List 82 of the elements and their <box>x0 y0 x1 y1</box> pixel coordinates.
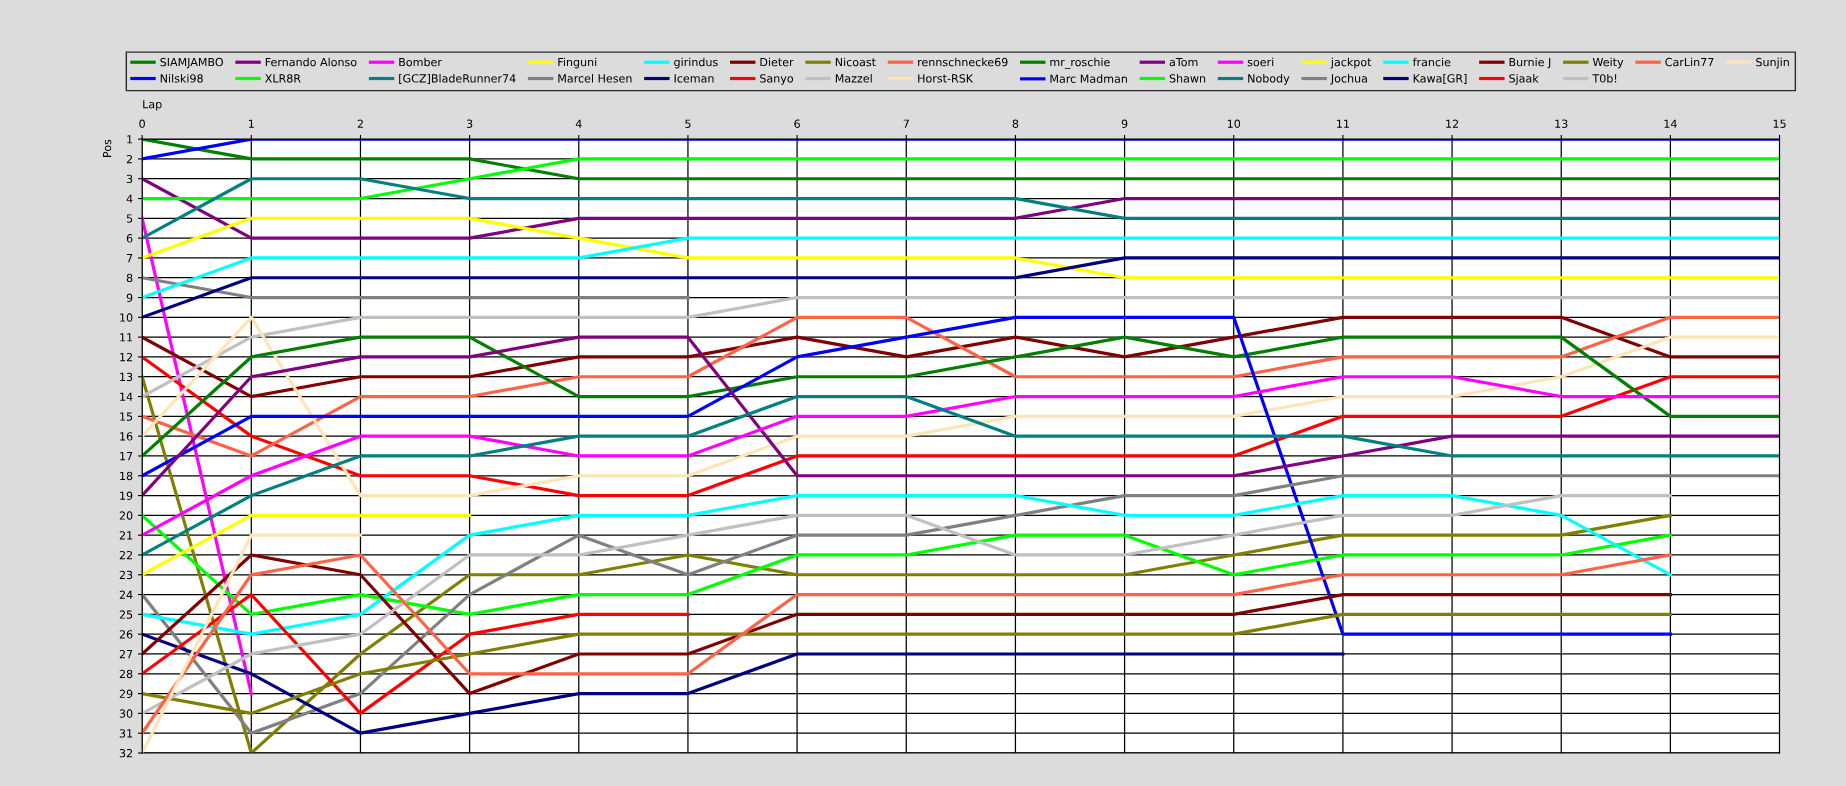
y-tick-label: 28 <box>119 669 133 679</box>
x-tick-label: 8 <box>1012 119 1019 128</box>
y-tick-label: 6 <box>126 234 133 243</box>
y-tick-label: 9 <box>126 293 133 302</box>
y-tick-label: 24 <box>119 590 133 599</box>
y-tick-label: 32 <box>119 748 132 758</box>
x-tick-label: 10 <box>1227 119 1241 128</box>
y-tick-label: 1 <box>127 135 133 144</box>
x-tick-label: 3 <box>466 119 473 128</box>
y-tick-label: 14 <box>120 392 133 401</box>
y-tick-label: 26 <box>119 630 133 639</box>
legend-label: [GCZ]BladeRunner74 <box>399 73 516 84</box>
y-tick-label: 29 <box>119 689 133 698</box>
y-tick-label: 4 <box>126 194 133 203</box>
y-tick-label: 13 <box>120 372 133 382</box>
y-tick-label: 22 <box>119 550 132 560</box>
y-tick-label: 10 <box>120 313 133 322</box>
legend-label: Kawa[GR] <box>1413 73 1467 84</box>
legend-label: aTom <box>1169 58 1198 67</box>
legend-label: T0b! <box>1592 73 1617 83</box>
y-tick-label: 25 <box>119 610 133 619</box>
legend-label: Sanyo <box>760 74 794 85</box>
legend-label: Weity <box>1592 57 1624 69</box>
legend-label: Sjaak <box>1509 73 1539 85</box>
y-tick-label: 5 <box>126 214 133 223</box>
y-tick-label: 27 <box>119 649 133 659</box>
x-tick-label: 9 <box>1121 119 1128 128</box>
legend-label: soeri <box>1247 57 1274 67</box>
x-tick-label: 5 <box>685 119 691 128</box>
y-tick-label: 15 <box>120 412 133 421</box>
legend-label: Bomber <box>399 57 442 67</box>
legend-label: mr_roschie <box>1050 57 1110 69</box>
legend-label: XLR8R <box>265 74 301 83</box>
y-tick-label: 20 <box>119 511 133 520</box>
legend-label: SIAMJAMBO <box>160 57 223 69</box>
legend-label: CarLin77 <box>1665 57 1714 67</box>
legend-label: Iceman <box>674 74 714 83</box>
y-tick-label: 18 <box>120 471 133 481</box>
y-tick-label: 11 <box>120 333 133 342</box>
legend-label: Horst-RSK <box>918 74 974 83</box>
x-tick-label: 0 <box>139 119 145 128</box>
legend-label: francie <box>1412 57 1451 67</box>
y-tick-label: 16 <box>120 432 133 441</box>
legend-label: Marcel Hesen <box>558 73 632 83</box>
x-tick-label: 14 <box>1664 119 1677 128</box>
y-tick-label: 3 <box>126 174 133 184</box>
y-tick-label: 7 <box>126 254 133 263</box>
y-tick-label: 2 <box>126 154 132 164</box>
x-tick-label: 7 <box>903 119 909 128</box>
y-tick-label: 30 <box>119 709 133 718</box>
legend-label: rennschnecke69 <box>918 57 1008 67</box>
y-tick-label: 8 <box>126 273 133 283</box>
x-tick-label: 11 <box>1337 119 1349 128</box>
legend-label: Marc Madman <box>1050 74 1127 83</box>
legend-label: jackpot <box>1330 57 1372 69</box>
legend-label: Nobody <box>1248 73 1290 85</box>
y-tick-label: 21 <box>119 531 133 540</box>
legend-label: Nicoast <box>835 57 876 67</box>
legend-label: Burnie J <box>1509 57 1551 69</box>
legend-label: Finguni <box>558 57 597 69</box>
x-tick-label: 12 <box>1446 119 1459 128</box>
y-tick-label: 17 <box>120 452 133 461</box>
x-tick-label: 2 <box>357 119 363 128</box>
y-tick-label: 23 <box>119 570 133 580</box>
x-tick-label: 6 <box>794 119 800 128</box>
y-tick-label: 31 <box>119 729 133 738</box>
x-tick-label: 4 <box>575 119 582 128</box>
legend-label: Dieter <box>760 57 794 67</box>
legend-label: Jochua <box>1330 73 1367 85</box>
x-tick-label: 1 <box>248 119 254 128</box>
x-tick-label: 15 <box>1773 119 1786 128</box>
x-axis-title: Lap <box>143 100 162 111</box>
legend-label: Mazzel <box>835 73 872 83</box>
legend-label: girindus <box>674 57 718 69</box>
x-tick-label: 13 <box>1555 119 1568 128</box>
legend-label: Fernando Alonso <box>265 57 357 67</box>
legend-label: Shawn <box>1169 73 1206 83</box>
y-tick-label: 12 <box>120 352 132 362</box>
y-axis-title: Pos <box>103 139 112 157</box>
legend-label: Nilski98 <box>160 73 203 83</box>
y-tick-label: 19 <box>120 491 133 500</box>
legend-label: Sunjin <box>1756 57 1789 69</box>
